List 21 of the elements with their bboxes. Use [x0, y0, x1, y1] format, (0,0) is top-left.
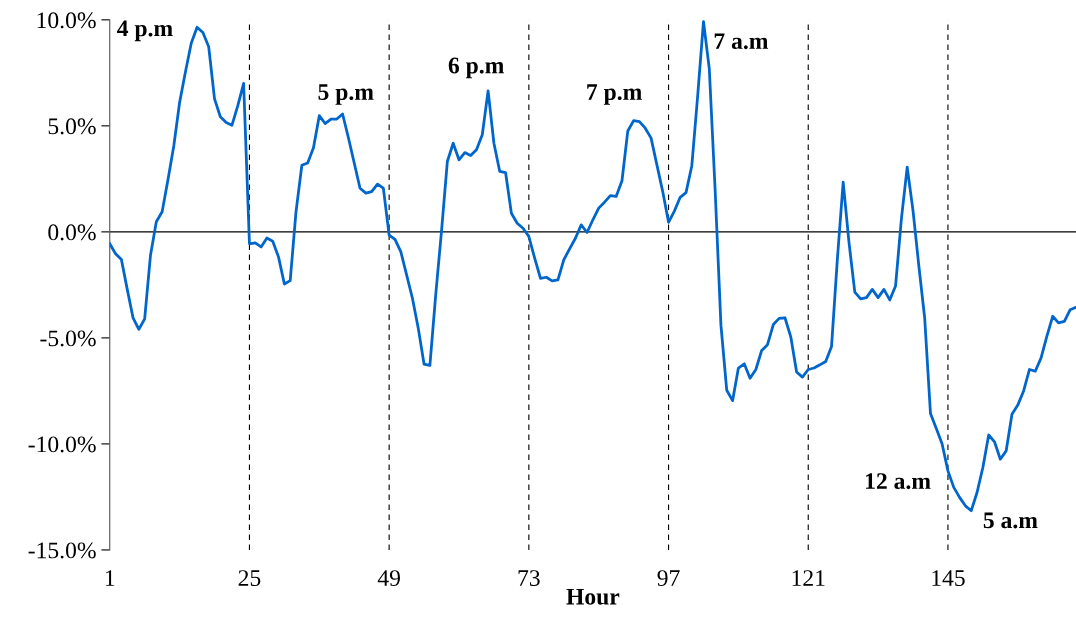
x-tick-label: 97: [657, 570, 680, 586]
annotation: 5 p.m: [318, 84, 374, 105]
x-tick-label: 73: [518, 570, 540, 586]
y-tick-label: 10.0%: [37, 12, 96, 29]
y-tick-label: 0.0%: [48, 224, 96, 241]
x-tick-label: 25: [238, 570, 261, 586]
annotation: 4 p.m: [117, 20, 173, 42]
x-tick-label: 145: [932, 570, 965, 586]
x-tick-label: 1: [105, 570, 115, 586]
annotation: 7 a.m: [714, 33, 769, 50]
annotation: 12 a.m: [866, 473, 931, 490]
annotation: 5 a.m: [983, 512, 1038, 529]
y-tick-label: 5.0%: [48, 118, 96, 135]
annotation: 6 p.m: [448, 57, 504, 79]
x-tick-label: 121: [792, 570, 825, 586]
y-tick-label: -15.0%: [28, 542, 96, 559]
x-tick-label: 49: [377, 570, 400, 586]
y-tick-label: -5.0%: [40, 330, 96, 347]
y-tick-label: -10.0%: [28, 436, 96, 453]
annotation: 7 p.m: [587, 84, 642, 105]
x-axis-title: Hour: [566, 588, 620, 605]
